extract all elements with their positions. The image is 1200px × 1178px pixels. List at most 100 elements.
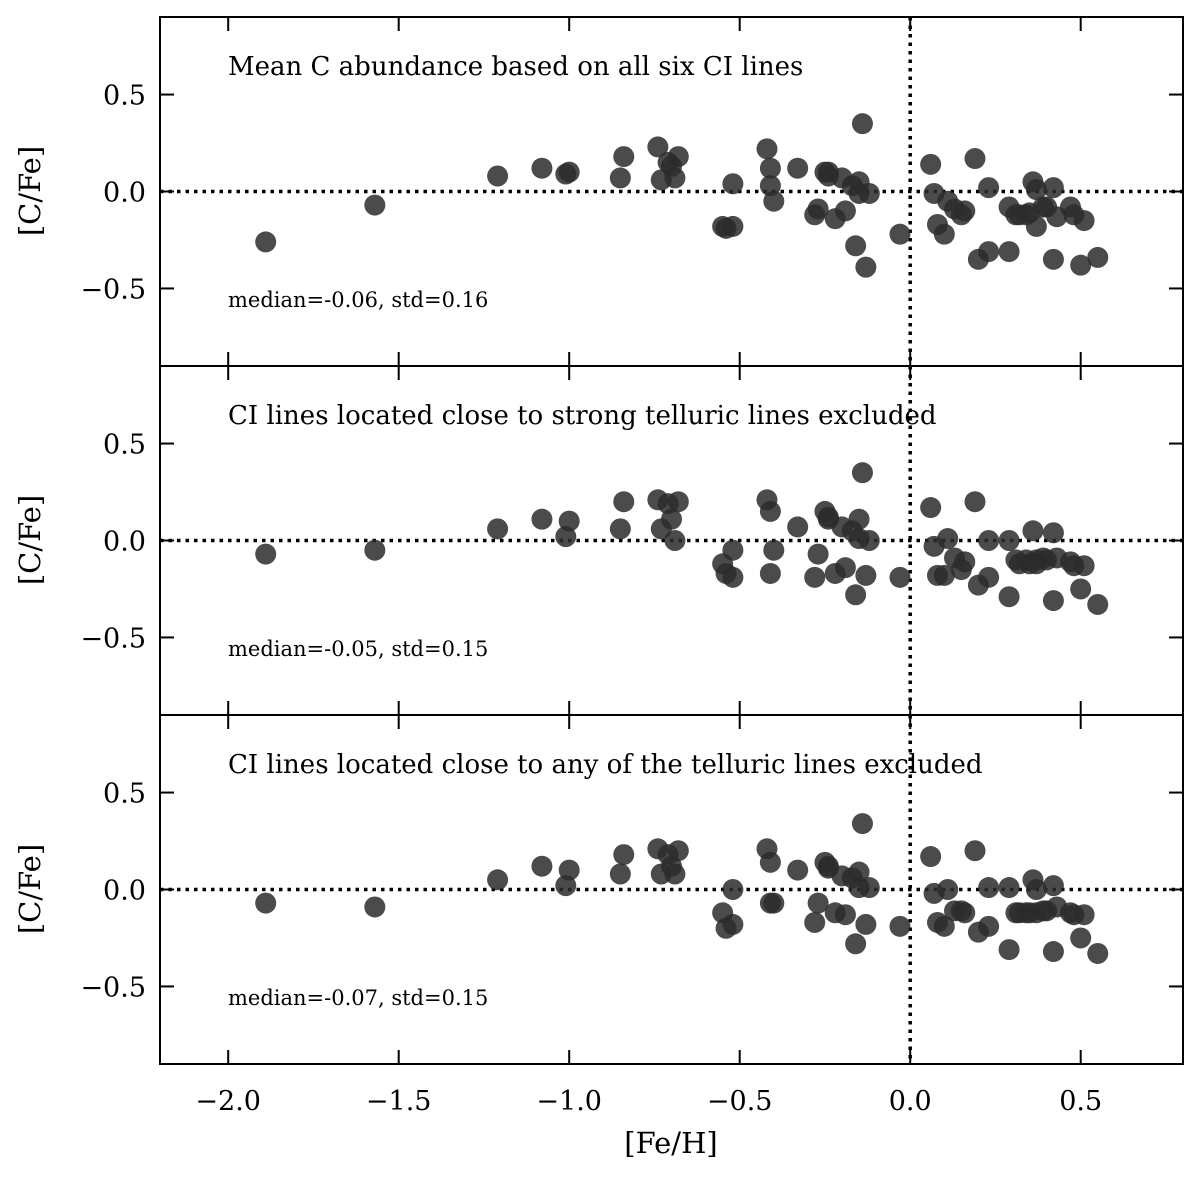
panel-2-ylabel: [C/Fe] [13,495,47,585]
data-point [722,913,744,935]
panel-3-points [255,813,1109,964]
data-point [964,840,986,862]
data-point [487,518,509,540]
panel-2-stats: median=-0.05, std=0.15 [228,637,488,661]
data-point [364,896,386,918]
data-point [661,508,682,530]
data-point [1025,879,1047,900]
data-point [855,256,877,278]
x-tick-label: 0.5 [1059,1086,1102,1117]
data-point [920,153,942,175]
data-point [787,157,809,179]
data-point [978,566,1000,588]
data-point [763,190,785,212]
x-tick-label: −1.5 [366,1086,432,1117]
data-point [978,530,1000,551]
data-point [889,223,911,245]
y-tick-label: 0.0 [103,876,146,907]
data-point [664,863,686,885]
data-point [848,861,870,883]
data-point [937,879,959,900]
data-point [609,863,631,885]
data-point [1087,942,1109,964]
data-point [933,223,955,245]
data-point [1087,246,1109,268]
data-point [998,586,1020,608]
panel-1-ticks: −0.5 0.0 0.5 [80,17,1183,366]
data-point [1042,522,1064,544]
data-point [722,566,744,588]
data-point [763,892,785,914]
data-point [845,933,867,955]
data-point [255,231,277,253]
data-point [1022,520,1044,542]
data-point [978,177,1000,199]
data-point [787,859,809,881]
data-point [364,539,386,561]
data-point [664,530,686,551]
y-tick-label: 0.0 [103,527,146,558]
data-point [964,148,986,170]
data-point [858,182,880,204]
panel-3-ylabel: [C/Fe] [13,844,47,934]
data-point [804,566,826,588]
data-point [787,516,809,538]
data-point [954,902,976,924]
data-point [364,194,386,216]
panel-2-points [255,462,1109,615]
data-point [954,200,976,222]
data-point [759,500,781,522]
panel-frames: −2.0 −1.5 −1.0 −0.5 0.0 0.5 [159,16,1184,1117]
y-tick-label: 0.0 [103,178,146,209]
data-point [1042,590,1064,612]
panel-frame [159,714,1184,1065]
panel-1-title: Mean C abundance based on all six CI lin… [228,52,803,82]
data-point [807,198,829,220]
data-point [1087,593,1109,615]
data-point [978,877,1000,899]
data-point [920,846,942,868]
data-point [558,510,580,532]
data-point [759,851,781,873]
data-point [933,915,955,937]
data-point [613,844,635,866]
data-point [759,562,781,584]
data-point [954,551,976,573]
data-point [855,913,877,935]
x-tick-label: −2.0 [195,1086,261,1117]
data-point [756,138,778,160]
data-point [487,869,509,891]
panel-1-ylabel: [C/Fe] [13,146,47,236]
data-point [834,557,856,579]
panel-3-title: CI lines located close to any of the tel… [228,750,983,780]
data-point [807,892,829,914]
data-point [855,564,877,586]
data-point [722,215,744,237]
panel-1-reference-lines [160,17,1183,366]
data-point [1070,254,1092,276]
data-point [1073,555,1095,577]
data-point [998,241,1020,263]
data-point [722,173,744,195]
data-point [978,241,1000,263]
data-point [1073,904,1095,926]
panel-3-ticks: −0.5 0.0 0.5 [80,715,1183,1064]
data-point [609,167,631,189]
data-point [613,146,635,168]
data-point [664,167,686,189]
panel-2-title: CI lines located close to strong telluri… [228,401,937,431]
data-point [763,539,785,561]
data-point [858,530,880,551]
data-point [667,146,689,168]
data-point [858,877,880,899]
data-point [255,543,277,565]
data-point [807,543,829,565]
panel-1-stats: median=-0.06, std=0.16 [228,288,488,312]
data-point [848,508,870,530]
data-point [851,113,873,135]
data-point [845,235,867,257]
data-point [889,566,911,588]
panel-1: −0.5 0.0 0.5 Mean C abundance based on all… [13,17,1183,366]
data-point [978,915,1000,937]
